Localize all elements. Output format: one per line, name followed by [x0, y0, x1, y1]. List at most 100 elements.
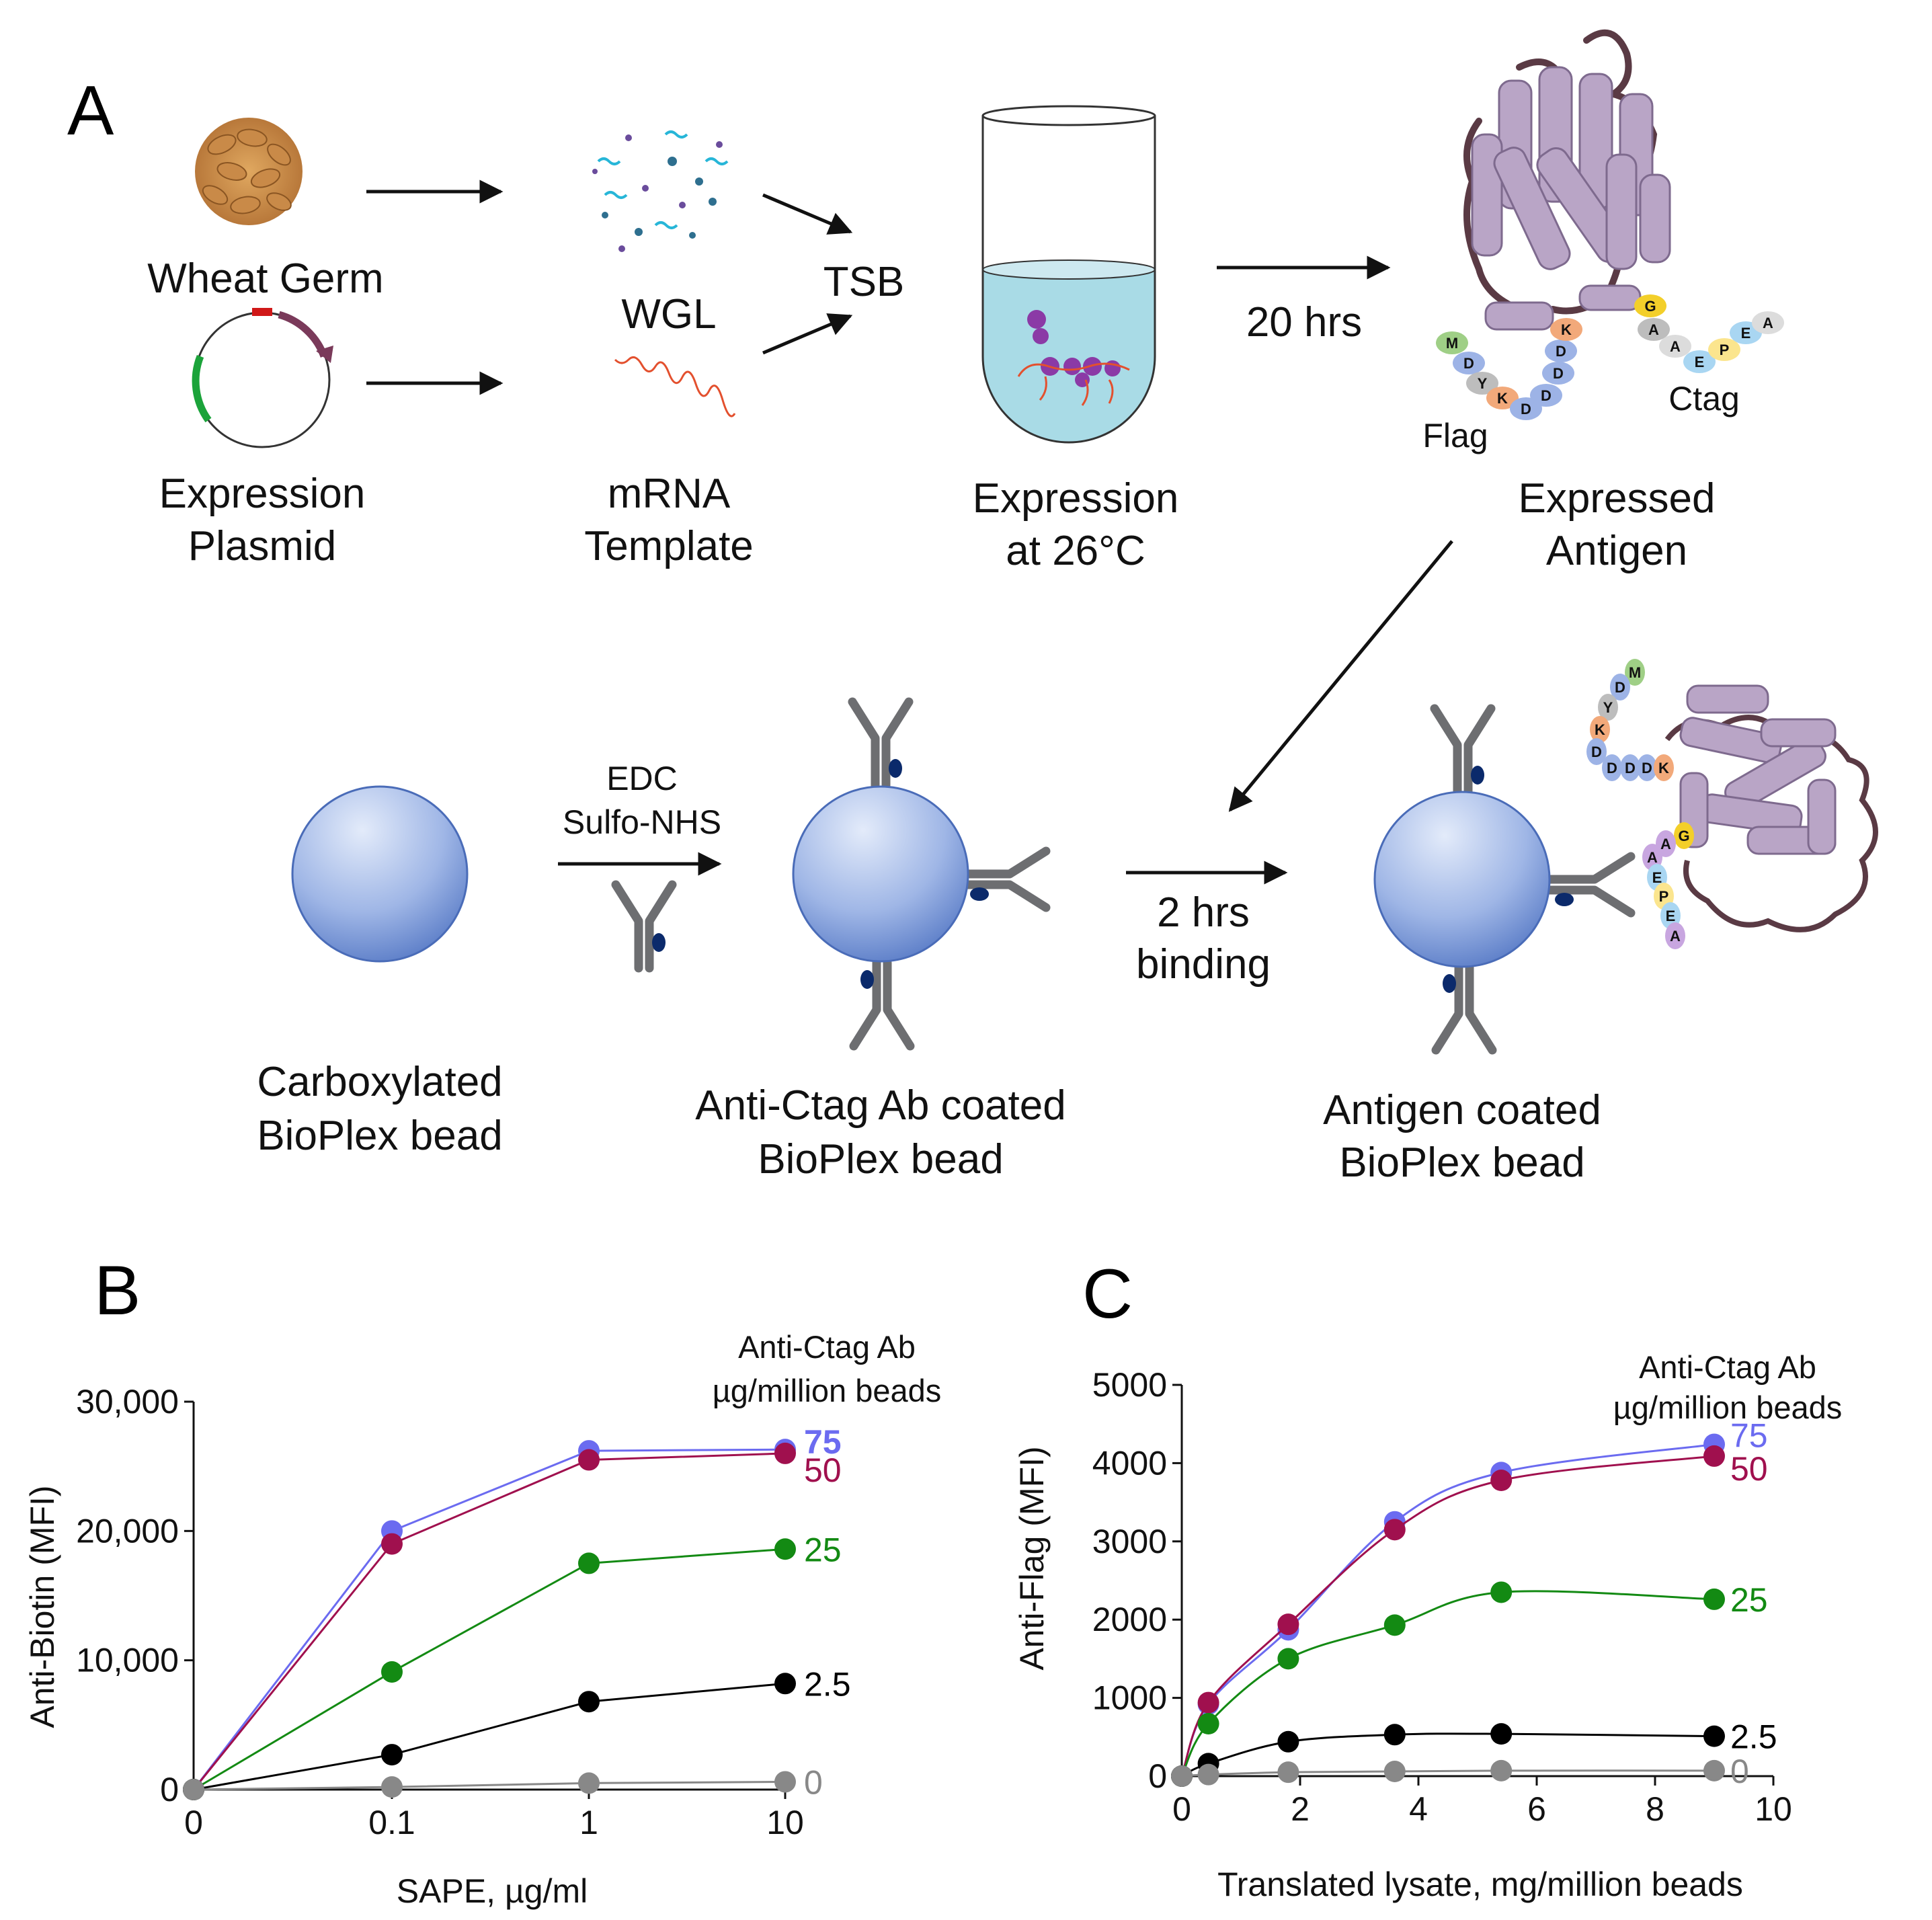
- chart-b-point-25: [381, 1661, 403, 1683]
- svg-text:P: P: [1720, 342, 1730, 358]
- chart-c-x-axis-title: Translated lysate, mg/million beads: [1217, 1866, 1743, 1903]
- chart-c-point-25: [1383, 1614, 1406, 1636]
- chart-c-y-tick-label: 5000: [1092, 1366, 1167, 1404]
- chart-c-x-tick-label: 6: [1527, 1790, 1546, 1828]
- chart-c-point-0: [1277, 1761, 1299, 1784]
- chart-c-y-tick-label: 3000: [1092, 1523, 1167, 1560]
- mrna-strand: [614, 356, 736, 417]
- flag-tag: M D Y K D D D D K: [1436, 318, 1582, 420]
- chart-b-y-tick-label: 10,000: [76, 1642, 179, 1679]
- antigen-label-line1: Expressed: [1519, 475, 1716, 522]
- chart-b-x-tick-label: 10: [766, 1804, 804, 1841]
- chart-c-series-label-50: 50: [1730, 1450, 1768, 1488]
- wgl-label: WGL: [621, 291, 716, 337]
- chart-b-point-2.5: [774, 1673, 796, 1695]
- chart-c-point-50: [1703, 1445, 1725, 1467]
- wgl-particles: [592, 130, 729, 252]
- sulfo-nhs-label: Sulfo-NHS: [563, 803, 721, 841]
- svg-text:D: D: [1521, 401, 1531, 417]
- antigen-label-line2: Antigen: [1546, 528, 1687, 574]
- bead1-label-line2: BioPlex bead: [257, 1113, 502, 1159]
- svg-text:E: E: [1652, 869, 1662, 886]
- chart-c-point-0: [1383, 1761, 1406, 1783]
- svg-text:E: E: [1741, 325, 1751, 342]
- svg-text:D: D: [1553, 365, 1564, 382]
- svg-text:K: K: [1658, 760, 1669, 776]
- chart-c-point-25: [1277, 1648, 1299, 1670]
- chart-b-series-label-0: 0: [804, 1763, 823, 1801]
- chart-b-point-0: [578, 1772, 600, 1794]
- svg-text:D: D: [1591, 744, 1602, 760]
- arrow-wgl-to-tsb: [762, 193, 853, 235]
- time-expression-label: 20 hrs: [1246, 299, 1362, 346]
- chart-b-y-tick-label: 30,000: [76, 1383, 179, 1421]
- panel-b: B Anti-Ctag Ab µg/million beads Anti-Bio…: [24, 1252, 941, 1910]
- svg-text:M: M: [1446, 335, 1458, 352]
- svg-text:D: D: [1541, 387, 1552, 404]
- chart-b-point-25: [774, 1538, 796, 1560]
- plasmid-label-line1: Expression: [159, 471, 366, 517]
- chart-c-series-line-50: [1180, 1455, 1715, 1777]
- wheat-germ-label: Wheat Germ: [147, 255, 383, 302]
- binding-label-line2: binding: [1136, 941, 1271, 988]
- chart-c-series-label-25: 25: [1730, 1581, 1768, 1619]
- panel-c-letter: C: [1082, 1255, 1133, 1333]
- bead3-label-line2: BioPlex bead: [1339, 1139, 1584, 1186]
- tsb-label: TSB: [823, 259, 905, 305]
- arrow-mrna-to-tsb: [762, 313, 853, 355]
- chart-c-x-tick-label: 10: [1755, 1790, 1792, 1828]
- svg-text:K: K: [1497, 390, 1508, 407]
- chart-c-x-tick-label: 2: [1291, 1790, 1310, 1828]
- panel-b-letter: B: [94, 1252, 140, 1330]
- chart-c-x-tick-label: 4: [1409, 1790, 1428, 1828]
- expression-label-line1: Expression: [973, 475, 1179, 522]
- svg-text:K: K: [1595, 721, 1605, 738]
- chart-c-point-25: [1703, 1588, 1725, 1610]
- svg-text:D: D: [1463, 355, 1474, 372]
- chart-c-point-2.5: [1277, 1730, 1299, 1753]
- chart-b-series-line-75: [192, 1448, 786, 1790]
- panel-a-letter: A: [67, 72, 114, 150]
- chart-b-legend-title-line2: µg/million beads: [713, 1373, 942, 1408]
- svg-text:A: A: [1647, 849, 1658, 866]
- chart-b-point-0: [774, 1771, 796, 1793]
- chart-b-point-0: [381, 1776, 403, 1798]
- flag-label: Flag: [1422, 417, 1488, 454]
- bead3-label-line1: Antigen coated: [1323, 1087, 1601, 1133]
- plasmid-image: [192, 308, 333, 448]
- chart-b-y-axis-title: Anti-Biotin (MFI): [24, 1485, 61, 1728]
- chart-c-y-tick-label: 0: [1148, 1757, 1167, 1795]
- chart-b-point-2.5: [578, 1691, 600, 1713]
- svg-text:A: A: [1670, 338, 1681, 355]
- svg-text:G: G: [1678, 828, 1689, 844]
- chart-b-y-tick-label: 0: [160, 1771, 179, 1808]
- chart-b-series-label-50: 50: [804, 1451, 842, 1489]
- chart-c-point-0: [1490, 1759, 1513, 1782]
- chart-c-point-2.5: [1383, 1724, 1406, 1746]
- chart-c-y-tick-label: 1000: [1092, 1679, 1167, 1717]
- svg-text:G: G: [1644, 298, 1656, 315]
- svg-text:Y: Y: [1478, 375, 1488, 392]
- svg-text:M: M: [1629, 664, 1641, 681]
- svg-text:E: E: [1666, 908, 1676, 924]
- chart-b-series-line-50: [192, 1452, 786, 1790]
- chart-c-point-50: [1383, 1519, 1406, 1541]
- chart-b-y-tick-label: 20,000: [76, 1512, 179, 1550]
- expression-label-line2: at 26°C: [1006, 528, 1145, 574]
- chart-c-series-line-25: [1180, 1590, 1715, 1777]
- plasmid-label-line2: Plasmid: [188, 523, 337, 569]
- antibody-coated-bead: [792, 702, 1046, 1046]
- chart-c-legend-title-line1: Anti-Ctag Ab: [1639, 1349, 1816, 1385]
- chart-c-point-2.5: [1703, 1725, 1725, 1747]
- chart-b-x-tick-label: 1: [579, 1804, 598, 1841]
- chart-c-series-label-75: 75: [1730, 1416, 1768, 1454]
- chart-b-point-50: [381, 1533, 403, 1555]
- chart-c-series-label-2.5: 2.5: [1730, 1718, 1777, 1756]
- chart-c-point-25: [1490, 1581, 1513, 1603]
- chart-b-x-axis-title: SAPE, µg/ml: [397, 1872, 588, 1910]
- chart-c-point-50: [1197, 1691, 1219, 1714]
- bead2-label-line1: Anti-Ctag Ab coated: [695, 1082, 1065, 1129]
- chart-b-series-label-25: 25: [804, 1531, 842, 1568]
- expressed-antigen: [1463, 29, 1671, 331]
